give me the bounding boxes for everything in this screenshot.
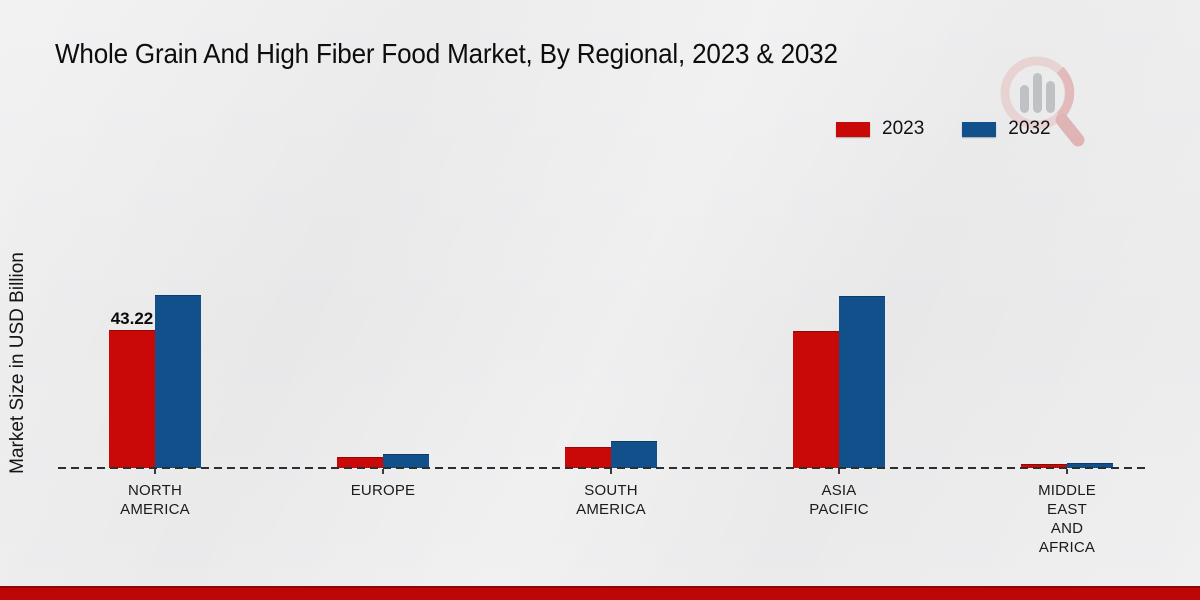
category-label-middle-east-and-africa: MIDDLE EAST AND AFRICA <box>1038 482 1096 556</box>
bar-2023-south-america <box>565 447 611 468</box>
axis-tick-middle-east-and-africa <box>1066 469 1068 474</box>
legend-swatch-2023 <box>836 121 870 137</box>
logo-bar-2 <box>1033 73 1042 113</box>
bar-2032-middle-east-and-africa <box>1067 463 1113 468</box>
brand-watermark-logo <box>1000 56 1085 147</box>
logo-bar-1 <box>1020 85 1029 113</box>
axis-tick-europe <box>382 469 384 474</box>
legend-swatch-2032 <box>962 121 997 137</box>
legend-item-2023: 2023 <box>836 118 924 140</box>
bar-2032-asia-pacific <box>839 296 885 468</box>
bar-2032-south-america <box>611 441 657 468</box>
logo-red-arc <box>1056 66 1075 120</box>
y-axis-label: Market Size in USD Billion <box>7 252 28 474</box>
axis-tick-asia-pacific <box>838 469 840 474</box>
logo-bar-3 <box>1046 81 1055 113</box>
legend-label-2023: 2023 <box>882 118 925 139</box>
bar-2023-middle-east-and-africa <box>1021 464 1067 468</box>
legend-label-2032: 2032 <box>1008 118 1051 139</box>
bar-2032-europe <box>383 454 429 468</box>
bar-2023-europe <box>337 457 383 468</box>
bar-2032-north-america <box>155 295 201 468</box>
bar-2023-asia-pacific <box>793 331 839 468</box>
axis-tick-south-america <box>610 469 612 474</box>
category-label-south-america: SOUTH AMERICA <box>576 482 646 518</box>
x-axis-baseline <box>58 467 1150 469</box>
data-label-north-america-2023: 43.22 <box>110 309 154 328</box>
bar-2023-north-america <box>109 330 155 468</box>
legend-item-2032: 2032 <box>962 118 1051 140</box>
category-label-europe: EUROPE <box>350 482 416 499</box>
axis-tick-north-america <box>154 469 156 474</box>
legend: 2023 2032 <box>836 118 1051 140</box>
chart-title: Whole Grain And High Fiber Food Market, … <box>55 38 838 69</box>
category-label-north-america: NORTH AMERICA <box>120 482 190 518</box>
logo-handle <box>1055 113 1085 147</box>
category-label-asia-pacific: ASIA PACIFIC <box>809 482 869 518</box>
footer-accent-band <box>0 586 1200 600</box>
